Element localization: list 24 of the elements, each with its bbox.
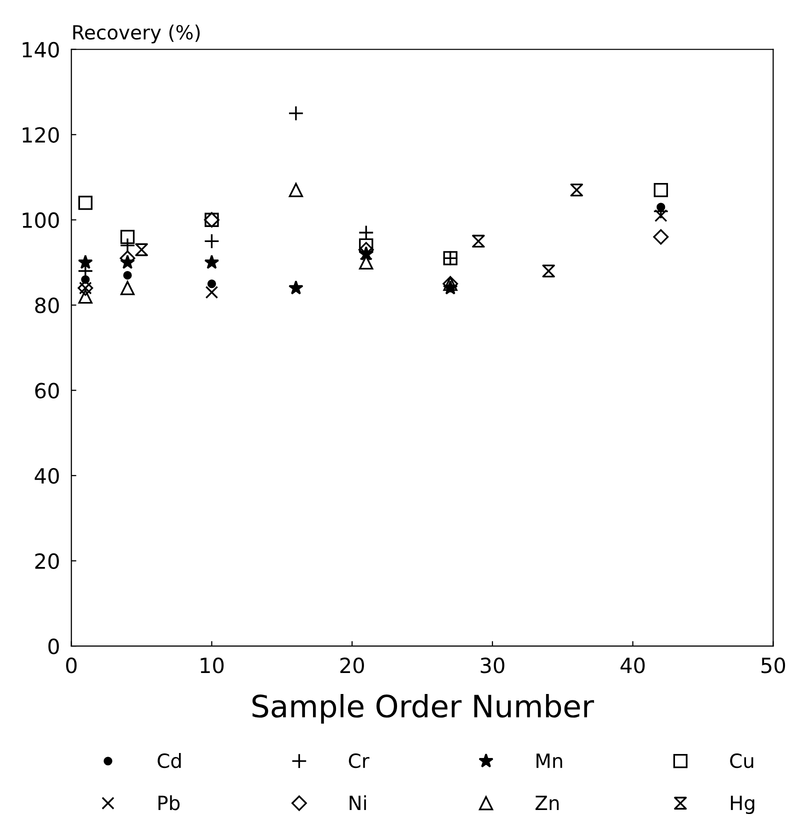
legend-label: Cd bbox=[158, 753, 181, 768]
legend-label: Mn bbox=[536, 754, 562, 768]
x-tick-label: 10 bbox=[200, 658, 224, 674]
x-tick-label: 0 bbox=[66, 658, 77, 674]
y-tick-label: 120 bbox=[22, 127, 59, 143]
legend-label: Pb bbox=[158, 795, 180, 810]
legend-label: Cr bbox=[348, 753, 370, 768]
y-tick-label: 140 bbox=[22, 42, 59, 58]
x-axis-title: Sample Order Number bbox=[252, 694, 594, 724]
y-tick-label: 80 bbox=[35, 298, 59, 314]
y-tick-label: 0 bbox=[48, 638, 59, 654]
y-axis-title: Recovery (%) bbox=[73, 24, 200, 44]
x-tick-label: 30 bbox=[480, 658, 504, 674]
y-tick-label: 100 bbox=[22, 212, 59, 228]
legend-label: Hg bbox=[730, 796, 754, 814]
legend-label: Ni bbox=[350, 795, 366, 810]
y-tick-label: 60 bbox=[35, 382, 59, 399]
x-tick-label: 40 bbox=[620, 658, 645, 674]
x-tick-label: 50 bbox=[762, 658, 786, 674]
y-tick-label: 20 bbox=[35, 553, 59, 570]
x-tick-label: 20 bbox=[340, 658, 364, 674]
y-tick-label: 40 bbox=[34, 468, 59, 484]
legend-label: Zn bbox=[536, 796, 559, 810]
legend-label: Cu bbox=[730, 753, 754, 768]
